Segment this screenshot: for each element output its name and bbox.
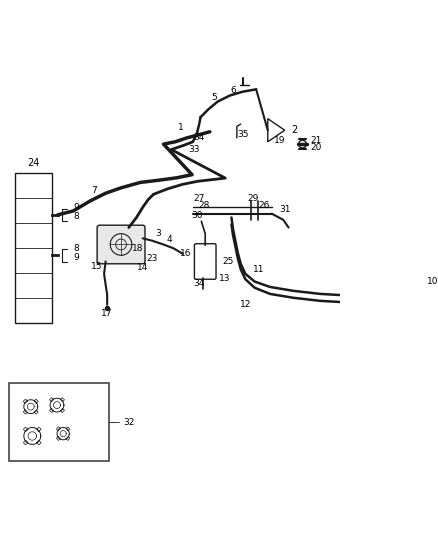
- Text: 25: 25: [222, 257, 233, 266]
- Text: 17: 17: [102, 310, 113, 319]
- Text: 12: 12: [240, 300, 251, 309]
- Text: 28: 28: [199, 201, 210, 211]
- Text: 20: 20: [310, 143, 321, 152]
- Text: 21: 21: [310, 136, 321, 145]
- Text: 8: 8: [73, 212, 79, 221]
- Text: 26: 26: [258, 201, 269, 211]
- Text: 18: 18: [132, 244, 144, 253]
- Text: 2: 2: [291, 125, 297, 135]
- Text: 24: 24: [27, 158, 39, 168]
- Text: 15: 15: [91, 262, 102, 271]
- Text: 30: 30: [191, 211, 202, 220]
- Text: 9: 9: [73, 204, 79, 212]
- Text: 13: 13: [219, 274, 231, 283]
- Text: 1: 1: [178, 124, 184, 132]
- Text: 34: 34: [193, 279, 205, 288]
- Text: 10: 10: [427, 277, 438, 286]
- FancyBboxPatch shape: [97, 225, 145, 264]
- Text: 29: 29: [247, 193, 259, 203]
- Text: 14: 14: [137, 263, 148, 272]
- Text: 34: 34: [193, 133, 205, 142]
- Text: 16: 16: [180, 249, 192, 259]
- Bar: [15, 173, 52, 323]
- Text: 11: 11: [253, 265, 264, 274]
- Text: 33: 33: [189, 145, 200, 154]
- Text: 5: 5: [212, 93, 217, 101]
- Text: 4: 4: [166, 236, 172, 244]
- Bar: [9, 383, 110, 461]
- Text: 35: 35: [237, 130, 249, 139]
- FancyBboxPatch shape: [194, 244, 216, 279]
- Text: 3: 3: [155, 229, 161, 238]
- Text: 7: 7: [91, 185, 97, 195]
- Text: 31: 31: [280, 205, 291, 214]
- Text: 6: 6: [230, 86, 236, 95]
- Text: 9: 9: [73, 253, 79, 262]
- Text: 8: 8: [73, 244, 79, 253]
- Text: 19: 19: [274, 136, 286, 145]
- Text: 23: 23: [146, 254, 158, 263]
- Text: 32: 32: [124, 417, 135, 426]
- Text: 27: 27: [193, 193, 205, 203]
